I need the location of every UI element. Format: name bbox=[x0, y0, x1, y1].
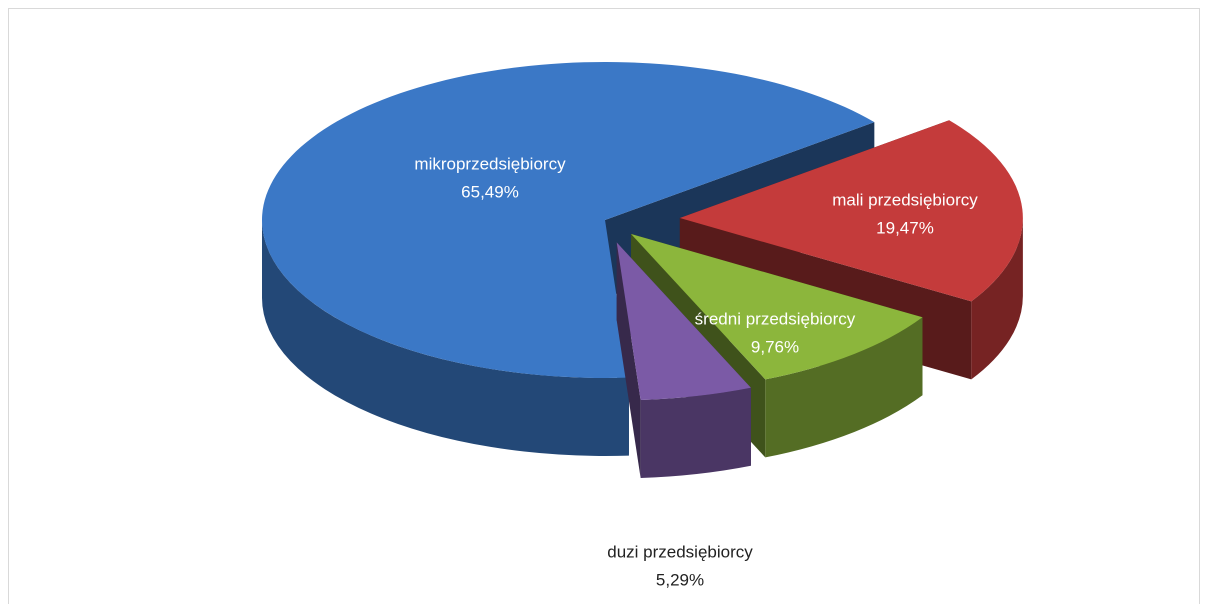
slice-value-label: 65,49% bbox=[461, 182, 519, 201]
slice-value-label: 5,29% bbox=[656, 570, 704, 589]
slice-cut-face bbox=[616, 242, 641, 479]
slice-side bbox=[971, 218, 1023, 380]
slice-value-label: 9,76% bbox=[751, 337, 799, 356]
slice-label: średni przedsiębiorcy bbox=[695, 309, 856, 328]
slice-label: duzi przedsiębiorcy bbox=[607, 542, 753, 561]
slice-label: mikroprzedsiębiorcy bbox=[414, 154, 566, 173]
slice-value-label: 19,47% bbox=[876, 218, 934, 237]
slice bbox=[679, 120, 1023, 302]
slice-side bbox=[765, 317, 923, 458]
slice bbox=[262, 62, 875, 378]
slice-label: mali przedsiębiorcy bbox=[832, 190, 978, 209]
slice bbox=[616, 242, 751, 401]
slice-side bbox=[640, 387, 751, 479]
slice bbox=[631, 233, 923, 380]
slice-side bbox=[262, 220, 629, 457]
